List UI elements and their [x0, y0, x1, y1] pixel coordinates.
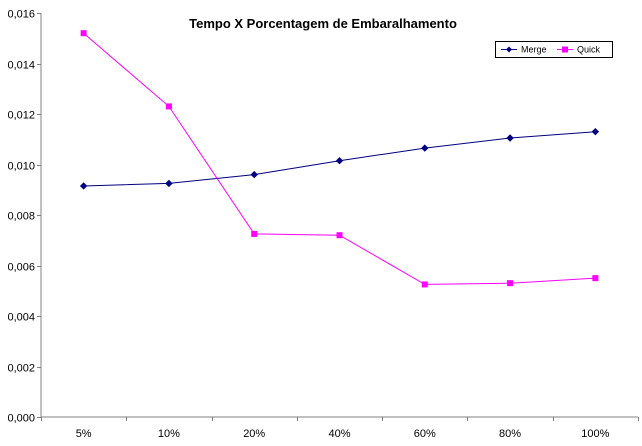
y-tick-label: 0,006 — [7, 262, 35, 274]
y-tick-label: 0,000 — [7, 413, 35, 425]
y-tick-label: 0,002 — [7, 363, 35, 375]
chart-title: Tempo X Porcentagem de Embaralhamento — [189, 16, 457, 31]
data-point-quick — [80, 30, 87, 37]
data-point-quick — [592, 275, 599, 282]
series-layer — [79, 30, 600, 288]
x-tick-label: 40% — [328, 428, 350, 440]
series-quick — [80, 30, 599, 288]
legend-label-quick: Quick — [577, 45, 601, 55]
legend-box — [495, 41, 613, 58]
data-point-merge — [79, 182, 88, 190]
y-tick-label: 0,008 — [7, 211, 35, 223]
x-tick-label: 60% — [414, 428, 436, 440]
x-tick-label: 20% — [243, 428, 265, 440]
series-merge — [79, 127, 600, 190]
data-point-merge — [591, 127, 600, 136]
x-tick-label: 10% — [158, 428, 180, 440]
legend-marker-merge — [506, 46, 512, 53]
data-point-quick — [507, 280, 514, 287]
data-point-quick — [336, 232, 343, 239]
data-point-quick — [421, 281, 428, 288]
legend-label-merge: Merge — [521, 45, 547, 55]
legend: Merge Quick — [495, 41, 613, 58]
y-tick-label: 0,012 — [7, 110, 35, 122]
y-tick-label: 0,014 — [7, 60, 35, 72]
y-tick-label: 0,016 — [7, 9, 35, 21]
x-tick-label: 5% — [76, 428, 92, 440]
axes: 0,000 0,002 0,004 0,006 0,008 0,010 0,012 0,014… — [7, 9, 639, 440]
data-point-merge — [421, 144, 429, 152]
data-point-merge — [250, 170, 258, 179]
data-point-merge — [335, 157, 344, 165]
x-tick-label: 100% — [581, 428, 609, 440]
x-tick-label: 80% — [499, 428, 521, 440]
legend-marker-quick — [562, 46, 568, 53]
data-point-quick — [251, 230, 258, 237]
data-point-merge — [165, 179, 173, 188]
y-tick-label: 0,004 — [7, 312, 35, 324]
data-point-merge — [506, 134, 514, 142]
y-tick-label: 0,010 — [7, 161, 35, 173]
data-point-quick — [165, 103, 172, 110]
